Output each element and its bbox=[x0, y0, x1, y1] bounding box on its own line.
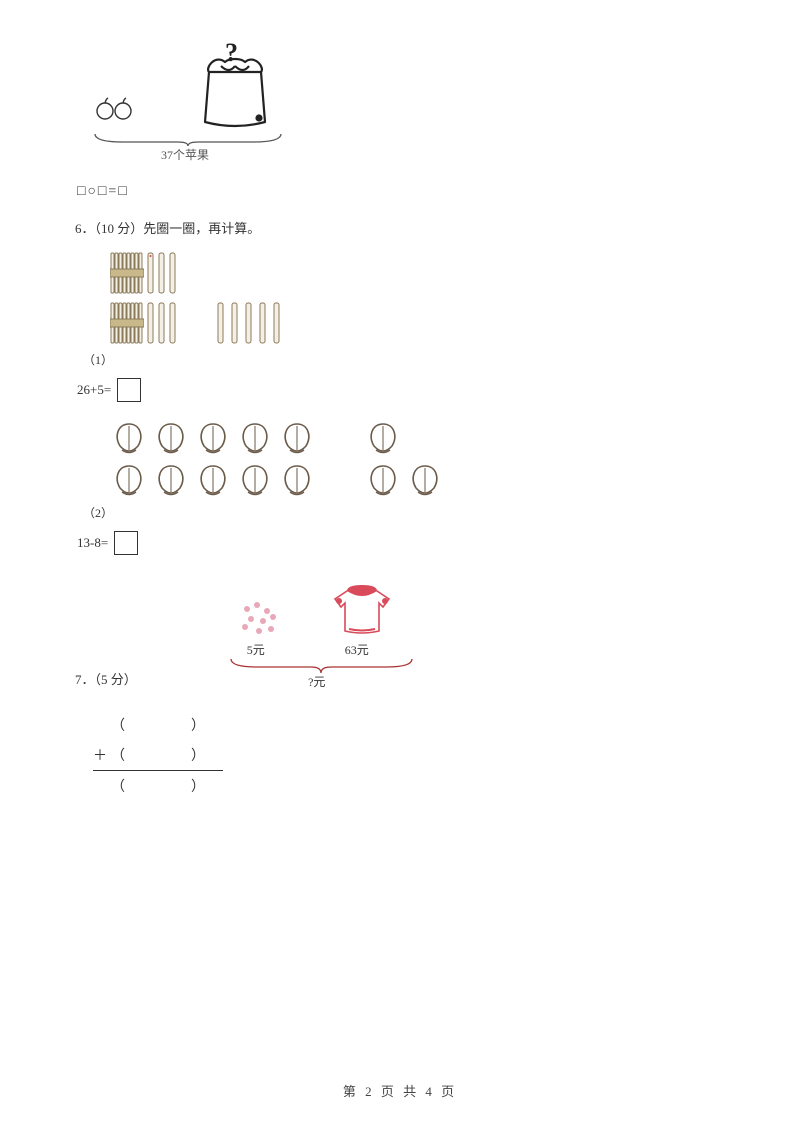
peach-icon bbox=[152, 460, 190, 498]
stick-icon bbox=[158, 301, 166, 345]
calc1-prefix: 26+5= bbox=[77, 382, 111, 398]
q6-sub1-label: （1） bbox=[83, 351, 725, 368]
peach-icon bbox=[152, 418, 190, 456]
peach-icon bbox=[364, 418, 402, 456]
peach-icon bbox=[110, 460, 148, 498]
peach-icon bbox=[194, 460, 232, 498]
flower-icon bbox=[237, 599, 287, 639]
apples-icon bbox=[95, 95, 135, 121]
stick-icon bbox=[147, 301, 155, 345]
peach-icon bbox=[236, 460, 274, 498]
q5-figure: ? 37个苹果 □○□=□ bbox=[75, 40, 725, 200]
stick-icon bbox=[169, 251, 177, 295]
addition-template: （ ） ＋（ ） （ ） bbox=[93, 710, 725, 801]
shop-figure: 5元 63元 ?元 bbox=[217, 579, 437, 694]
q7: 7．（5 分） bbox=[75, 573, 725, 801]
page-footer: 第 2 页 共 4 页 bbox=[0, 1081, 800, 1100]
peach-icon bbox=[278, 460, 316, 498]
stick-icon bbox=[259, 301, 267, 345]
equation-template: □○□=□ bbox=[77, 184, 725, 200]
peach-icon bbox=[406, 460, 444, 498]
calc2-prefix: 13-8= bbox=[77, 535, 108, 551]
stick-icon bbox=[217, 301, 225, 345]
paren-field[interactable]: （ ） bbox=[111, 776, 221, 796]
peaches-figure bbox=[110, 418, 725, 498]
stick-icon bbox=[158, 251, 166, 295]
q6: 6．（10 分）先圈一圈，再计算。 bbox=[75, 218, 725, 555]
stick-icon bbox=[231, 301, 239, 345]
stick-icon bbox=[169, 301, 177, 345]
peach-icon bbox=[364, 460, 402, 498]
apples-count-label: 37个苹果 bbox=[85, 146, 285, 163]
sticks-figure bbox=[110, 251, 725, 345]
shirt-icon bbox=[327, 581, 397, 637]
apple-diagram: ? 37个苹果 bbox=[85, 40, 295, 160]
price-label-2: 63元 bbox=[345, 641, 369, 658]
stick-bundle-icon bbox=[110, 251, 144, 295]
plus-sign: ＋ bbox=[93, 745, 111, 765]
peach-icon bbox=[236, 418, 274, 456]
peach-icon bbox=[110, 418, 148, 456]
q7-title: 7．（5 分） bbox=[75, 669, 137, 694]
calc-line-2: 13-8= bbox=[77, 531, 725, 555]
horizontal-brace-icon bbox=[93, 132, 283, 146]
q6-sub2-label: （2） bbox=[83, 504, 725, 521]
peach-icon bbox=[194, 418, 232, 456]
answer-box[interactable] bbox=[114, 531, 138, 555]
calc-line-1: 26+5= bbox=[77, 378, 725, 402]
stick-icon bbox=[273, 301, 281, 345]
peach-icon bbox=[278, 418, 316, 456]
stick-icon bbox=[147, 251, 155, 295]
answer-box[interactable] bbox=[117, 378, 141, 402]
bag-icon bbox=[195, 50, 275, 130]
paren-field[interactable]: （ ） bbox=[111, 745, 221, 765]
stick-bundle-icon bbox=[110, 301, 144, 345]
stick-icon bbox=[245, 301, 253, 345]
price-label-1: 5元 bbox=[247, 641, 265, 658]
paren-field[interactable]: （ ） bbox=[111, 715, 221, 735]
question-price-label: ?元 bbox=[217, 673, 417, 690]
q6-title: 6．（10 分）先圈一圈，再计算。 bbox=[75, 218, 725, 237]
horizontal-brace-icon bbox=[229, 657, 414, 673]
